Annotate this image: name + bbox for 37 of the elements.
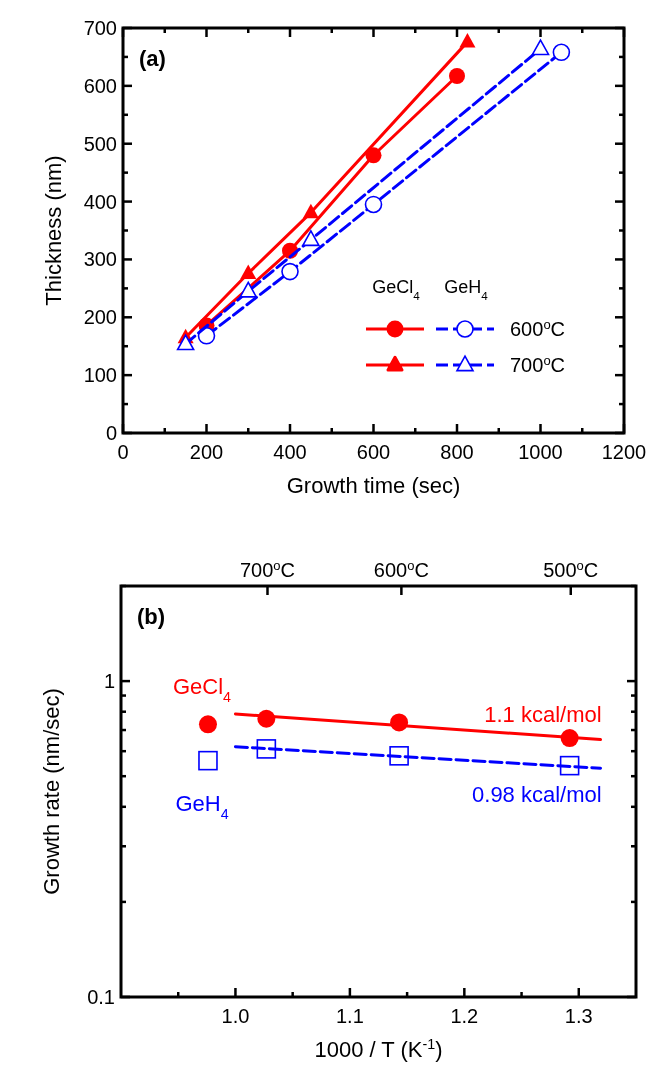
annotation: GeCl$_{4}$ — [372, 277, 421, 302]
y-tick-label: 0.1 — [87, 986, 115, 1008]
x-tick-label: 1.3 — [564, 1005, 593, 1027]
annotation: GeH$_{4}$ — [444, 277, 489, 302]
y-tick-label: 1 — [103, 670, 115, 693]
x-axis-title: Growth time (sec) — [286, 473, 461, 498]
y-tick-label: 100 — [83, 364, 117, 387]
series-label: GeH$_{4}$ — [175, 790, 229, 822]
x-tick-label: 400 — [273, 441, 307, 463]
y-tick-label: 600 — [83, 74, 117, 97]
x-axis-title: 1000 / T (K$^{-1}$) — [314, 1036, 443, 1062]
x-tick-label: 1.0 — [221, 1005, 250, 1027]
series-label: GeCl$_{4}$ — [172, 674, 232, 706]
x-tick-label: 800 — [440, 441, 474, 463]
legend-label: 600$^{o}$C — [510, 316, 566, 340]
annotation: 700$^{o}$C — [239, 557, 296, 581]
annotation: 0.98 kcal/mol — [472, 782, 602, 808]
x-tick-label: 1.1 — [335, 1005, 364, 1027]
y-axis-title: Thickness (nm) — [41, 155, 66, 306]
legend-label: 700$^{o}$C — [510, 352, 566, 376]
x-tick-label: 1200 — [601, 441, 647, 463]
annotation: 500$^{o}$C — [543, 557, 599, 581]
annotation: 600$^{o}$C — [373, 557, 429, 581]
annotation: 1.1 kcal/mol — [484, 701, 602, 727]
y-tick-label: 300 — [83, 248, 117, 271]
y-tick-label: 500 — [83, 132, 117, 155]
y-tick-label: 200 — [83, 306, 117, 329]
y-tick-label: 700 — [83, 17, 117, 39]
text: (a) — [139, 46, 166, 71]
x-tick-label: 200 — [189, 441, 224, 463]
x-tick-label: 600 — [356, 441, 391, 463]
y-axis-title: Growth rate (nm/sec) — [39, 688, 64, 895]
x-tick-label: 1000 — [518, 441, 563, 463]
text: (b) — [137, 604, 166, 629]
x-tick-label: 1.2 — [450, 1005, 479, 1027]
y-tick-label: 400 — [83, 190, 117, 213]
y-tick-label: 0 — [105, 422, 117, 444]
